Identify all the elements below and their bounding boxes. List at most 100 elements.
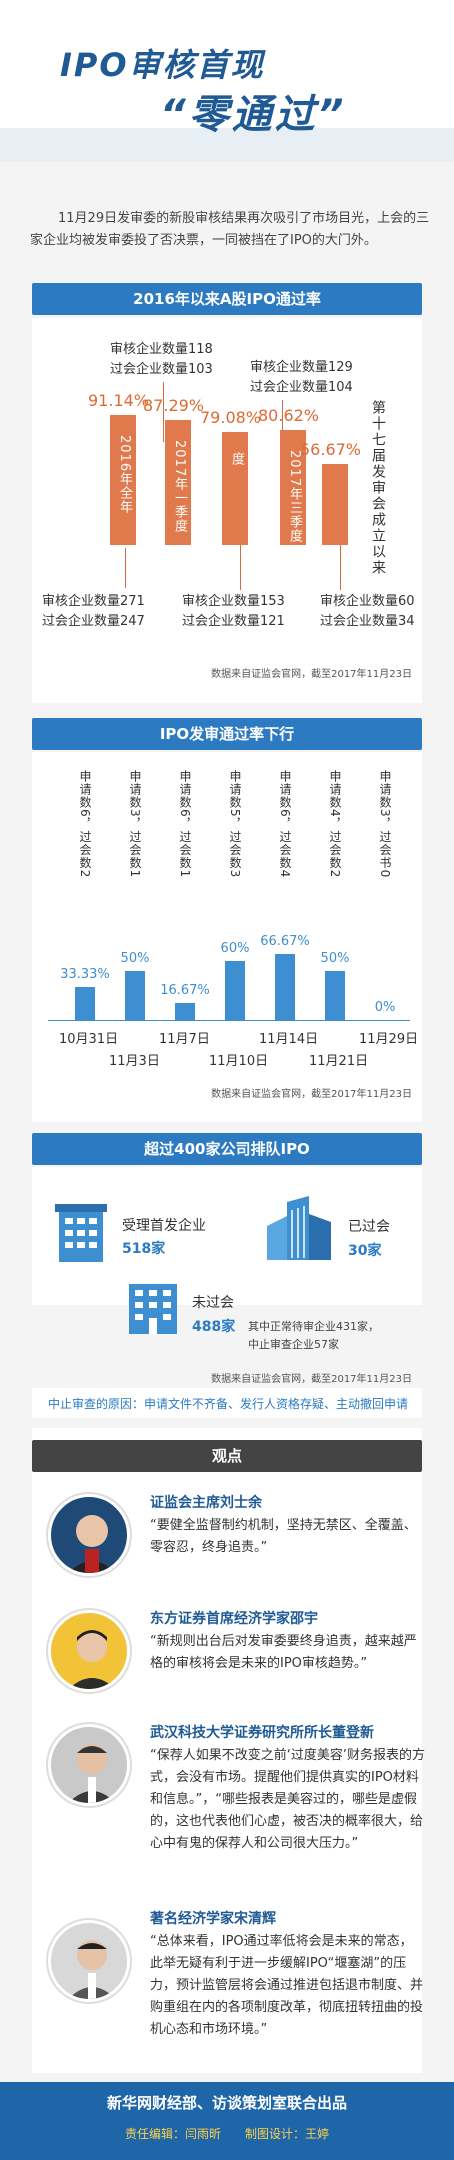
s3-halt-reasons: 中止审查的原因：申请文件不齐备、发行人资格存疑、主动撤回申请 — [48, 1397, 409, 1411]
s2-pct-2: 16.67% — [160, 983, 210, 998]
section2-panel — [32, 752, 422, 1122]
s1-bar-label-2: 2017年二季度 — [229, 452, 263, 532]
s2-source: 数据来自证监会官网，截至2017年11月23日 — [211, 1089, 412, 1100]
s2-pct-4: 66.67% — [260, 934, 310, 949]
s2-label-0: 申请数6，过会数2 — [78, 770, 92, 879]
s1-passed-last: 过会企业数量34 — [320, 614, 415, 629]
s1-pct-4: 56.67% — [300, 440, 362, 459]
s2-label-4: 申请数6，过会数4 — [278, 770, 292, 879]
s2-pct-5: 50% — [320, 951, 350, 966]
view2-name: 东方证券首席经济学家邵宇 — [150, 1611, 318, 1627]
header — [0, 0, 454, 162]
s1-passed-q1: 过会企业数量103 — [110, 362, 213, 377]
s1-connector-q3 — [282, 400, 283, 444]
s3-note-line1: 其中正常待审企业431家， — [248, 1320, 379, 1333]
s1-source: 数据来自证监会官网，截至2017年11月23日 — [211, 669, 412, 680]
s3-passed-value: 30家 — [348, 1243, 382, 1259]
s2-date-1: 11月3日 — [109, 1054, 160, 1069]
s2-bar-2 — [175, 1003, 195, 1020]
view1-quote: “要健全监督制约机制，坚持无禁区、全覆盖、零容忍，终身追责。” — [150, 1518, 417, 1555]
building-icon-passed — [267, 1196, 331, 1260]
s1-count-last: 审核企业数量60 过会企业数量34 — [320, 592, 415, 632]
s2-pct-3: 60% — [220, 941, 250, 956]
view3-name: 武汉科技大学证券研究所所长董登新 — [150, 1725, 374, 1741]
s1-count-q1: 审核企业数量118 过会企业数量103 — [110, 340, 213, 380]
s2-bar-3 — [225, 961, 245, 1020]
s1-count-q3: 审核企业数量129 过会企业数量104 — [250, 358, 353, 398]
s1-bar-label-0: 2016年全年 — [117, 435, 132, 515]
s1-passed-2016: 过会企业数量247 — [42, 614, 145, 629]
s1-connector-q1 — [163, 382, 164, 442]
s2-axis — [48, 1020, 410, 1021]
avatar-view3 — [48, 1724, 130, 1806]
view1-name: 证监会主席刘士余 — [150, 1495, 262, 1511]
s3-passed-label: 已过会 — [348, 1219, 390, 1235]
s2-date-5: 11月21日 — [309, 1054, 369, 1069]
s1-bar-1: 2017年一季度 — [165, 420, 191, 545]
building-icon-accepted — [55, 1204, 107, 1262]
avatar-view2 — [48, 1610, 130, 1692]
s2-pct-0: 33.33% — [60, 967, 110, 982]
s3-note-line2: 中止审查企业57家 — [248, 1338, 339, 1351]
s1-count-2016: 审核企业数量271 过会企业数量247 — [42, 592, 145, 632]
s1-count-q2: 审核企业数量153 过会企业数量121 — [182, 592, 285, 632]
view3-quote: “保荐人如果不改变之前‘过度美容’财务报表的方式，会没有市场。提醒他们提供真实的… — [150, 1748, 425, 1851]
s1-bar-label-1: 2017年一季度 — [172, 440, 187, 534]
s1-passed-q2: 过会企业数量121 — [182, 614, 285, 629]
intro-paragraph: 11月29日发审委的新股审核结果再次吸引了市场目光，上会的三家企业均被发审委投了… — [30, 211, 430, 248]
s3-source: 数据来自证监会官网，截至2017年11月23日 — [211, 1374, 412, 1385]
s2-pct-1: 50% — [120, 951, 150, 966]
s2-bar-1 — [125, 971, 145, 1020]
s1-bar-0: 2016年全年 — [110, 415, 136, 545]
s2-bar-4 — [275, 954, 295, 1020]
section3-title: 超过400家公司排队IPO — [32, 1133, 422, 1165]
s1-review-2016: 审核企业数量271 — [42, 594, 145, 609]
s1-pct-0: 91.14% — [88, 391, 150, 410]
s2-bar-0 — [75, 987, 95, 1020]
avatar-view1 — [48, 1494, 130, 1576]
s1-pct-1: 87.29% — [143, 396, 205, 415]
s2-label-2: 申请数6，过会数1 — [178, 770, 192, 879]
footer — [0, 2082, 454, 2160]
building-icon-notpassed — [129, 1284, 177, 1334]
page-title-line2: “零通过” — [160, 92, 347, 138]
s1-connector-last — [340, 540, 341, 590]
s1-connector-q2 — [240, 540, 241, 590]
section2-title: IPO发审通过率下行 — [32, 718, 422, 750]
s3-accepted-value: 518家 — [122, 1241, 166, 1257]
s1-connector-2016 — [125, 548, 126, 588]
s2-bar-5 — [325, 971, 345, 1020]
s2-date-4: 11月14日 — [259, 1032, 319, 1047]
s3-note: 其中正常待审企业431家， 中止审查企业57家 — [248, 1318, 379, 1354]
s2-pct-6: 0% — [374, 1000, 396, 1015]
views-title: 观点 — [32, 1440, 422, 1472]
s3-halt-box — [32, 1388, 422, 1418]
s2-date-2: 11月7日 — [159, 1032, 210, 1047]
s1-pct-2: 79.08% — [200, 408, 262, 427]
s1-review-q2: 审核企业数量153 — [182, 594, 285, 609]
s1-pct-3: 80.62% — [258, 406, 320, 425]
view4-quote: “总体来看，IPO通过率低将会是未来的常态，此举无疑有利于进一步缓解IPO“堰塞… — [150, 1934, 424, 2037]
avatar-view4 — [48, 1920, 130, 2002]
section1-title: 2016年以来A股IPO通过率 — [32, 283, 422, 315]
view2-quote: “新规则出台后对发审委要终身追责，越来越严格的审核将会是未来的IPO审核趋势。” — [150, 1634, 417, 1671]
s1-review-last: 审核企业数量60 — [320, 594, 415, 609]
s1-review-q1: 审核企业数量118 — [110, 342, 213, 357]
s2-label-6: 申请数3，过会书0 — [378, 770, 392, 879]
header-band — [0, 128, 454, 162]
s1-passed-q3: 过会企业数量104 — [250, 380, 353, 395]
view4-name: 著名经济学家宋清辉 — [150, 1911, 276, 1927]
s2-date-3: 11月10日 — [209, 1054, 269, 1069]
s2-label-5: 申请数4，过会数2 — [328, 770, 342, 879]
s2-date-6: 11月29日 — [359, 1032, 419, 1047]
s3-notpassed-label: 未过会 — [192, 1295, 234, 1311]
s2-label-3: 申请数5，过会数3 — [228, 770, 242, 879]
footer-main: 新华网财经部、访谈策划室联合出品 — [106, 2094, 347, 2112]
s1-review-q3: 审核企业数量129 — [250, 360, 353, 375]
s3-notpassed-value: 488家 — [192, 1319, 236, 1335]
s1-bar-label-3: 2017年三季度 — [287, 450, 302, 544]
s2-date-0: 10月31日 — [59, 1032, 119, 1047]
s1-side-note: 第十七届发审会成立以来 — [370, 400, 386, 576]
s1-bar-4 — [322, 464, 348, 545]
footer-credit: 责任编辑：闫雨昕 制图设计：王婷 — [124, 2127, 329, 2141]
